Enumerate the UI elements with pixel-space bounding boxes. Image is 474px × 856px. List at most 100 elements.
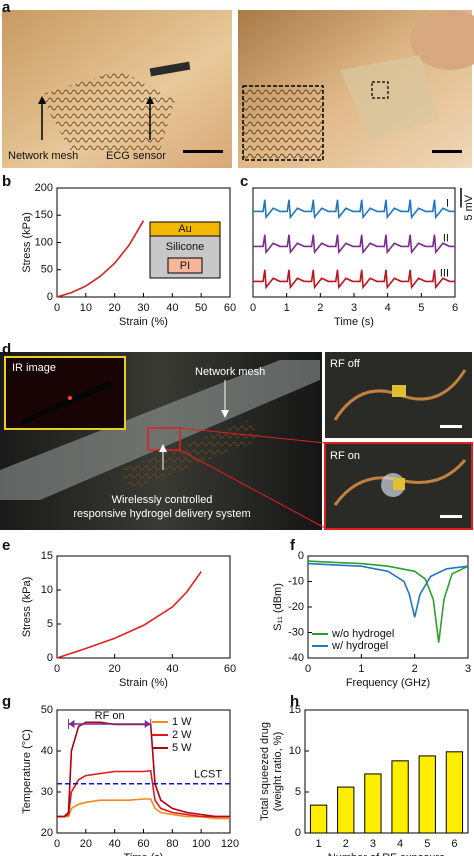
y-axis-label: Total squeezed drug (259, 722, 271, 821)
photo-label: RF on (330, 450, 360, 462)
y-axis-label: (weight ratio, %) (272, 732, 284, 811)
x-tick-label: 4 (397, 838, 403, 850)
x-tick-label: 40 (166, 302, 178, 314)
line (307, 562, 469, 618)
x-tick-label: 0 (54, 663, 60, 675)
bar (445, 751, 464, 834)
x-tick-label: 6 (452, 302, 458, 314)
x-tick-label: 50 (195, 302, 207, 314)
x-tick-label: 120 (221, 838, 239, 850)
line (56, 571, 202, 659)
x-tick-label: 1 (316, 838, 322, 850)
photo-label: responsive hydrogel delivery system (73, 508, 250, 520)
line (307, 560, 469, 643)
y-tick-label: 0 (295, 827, 301, 839)
panel-label: b (2, 173, 11, 190)
legend-label: 2 W (172, 729, 192, 741)
panel-label: c (240, 173, 248, 190)
annotation: LCST (194, 769, 222, 781)
x-tick-label: 3 (465, 663, 471, 675)
x-tick-label: 2 (412, 663, 418, 675)
panel-label: e (2, 537, 10, 554)
plot-frame (56, 555, 231, 659)
x-axis-label: Number of RF exposure (328, 852, 445, 856)
y-tick-label: 30 (41, 786, 53, 798)
photo-a: Network mesh ECG sensor (2, 10, 474, 168)
inset-label: Au (178, 223, 191, 235)
line (57, 769, 230, 818)
y-tick-label: 10 (41, 584, 53, 596)
x-tick-label: 60 (224, 302, 236, 314)
x-tick-label: 4 (385, 302, 391, 314)
photo-label: Wirelessly controlled (112, 494, 213, 506)
inset-pi (167, 257, 203, 274)
y-tick-label: 15 (41, 550, 53, 562)
x-tick-label: 1 (358, 663, 364, 675)
bar (309, 804, 328, 834)
series-label: III (440, 267, 449, 279)
x-tick-label: 0 (305, 663, 311, 675)
y-tick-label: -40 (288, 652, 304, 664)
y-tick-label: 200 (35, 182, 53, 194)
x-tick-label: 100 (192, 838, 210, 850)
scale-bar-label: 5 mV (463, 194, 474, 220)
line (253, 234, 455, 255)
y-tick-label: 5 (295, 786, 301, 798)
x-tick-label: 3 (351, 302, 357, 314)
photo-label: ECG sensor (106, 150, 166, 162)
x-tick-label: 20 (80, 838, 92, 850)
photo-d: IR image Network mesh Wirelessly control… (0, 352, 473, 530)
y-axis-label: Temperature (°C) (21, 729, 33, 813)
x-tick-label: 0 (54, 302, 60, 314)
x-tick-label: 2 (343, 838, 349, 850)
x-axis-label: Strain (%) (119, 677, 168, 689)
panel-label: d (2, 341, 11, 358)
x-axis-label: Strain (%) (119, 316, 168, 328)
bar (337, 786, 355, 834)
legend-label: w/ hydrogel (331, 640, 388, 652)
y-axis-label: Stress (kPa) (21, 212, 33, 273)
x-tick-label: 40 (109, 838, 121, 850)
x-tick-label: 10 (80, 302, 92, 314)
x-tick-label: 20 (109, 302, 121, 314)
photo-label: RF off (330, 358, 361, 370)
y-tick-label: 40 (41, 745, 53, 757)
annotation: RF on (95, 710, 125, 722)
inset-label: Silicone (166, 241, 205, 253)
bar (418, 755, 436, 834)
x-tick-label: 80 (166, 838, 178, 850)
legend-label: w/o hydrogel (331, 628, 394, 640)
y-tick-label: 20 (41, 827, 53, 839)
y-axis-label: S₁₁ (dBm) (272, 583, 284, 631)
y-tick-label: -20 (288, 601, 304, 613)
y-tick-label: 0 (47, 652, 53, 664)
bar (391, 760, 409, 834)
panel-label: a (2, 0, 11, 16)
panel-label: h (290, 693, 299, 710)
series-label: II (443, 232, 449, 244)
y-tick-label: 5 (47, 618, 53, 630)
y-tick-label: -10 (288, 575, 304, 587)
y-tick-label: 0 (47, 291, 53, 303)
x-tick-label: 1 (284, 302, 290, 314)
photo-label: Network mesh (195, 366, 265, 378)
x-tick-label: 5 (424, 838, 430, 850)
y-axis-label: Stress (kPa) (21, 577, 33, 638)
x-tick-label: 3 (370, 838, 376, 850)
photo-label: Network mesh (8, 150, 78, 162)
y-tick-label: 15 (289, 704, 301, 716)
x-tick-label: 0 (54, 838, 60, 850)
y-tick-label: 100 (35, 236, 53, 248)
bar (364, 773, 382, 834)
x-tick-label: 20 (109, 663, 121, 675)
y-tick-label: 10 (289, 745, 301, 757)
x-tick-label: 6 (451, 838, 457, 850)
x-tick-label: 5 (418, 302, 424, 314)
line (253, 199, 455, 220)
legend-label: 1 W (172, 716, 192, 728)
y-tick-label: -30 (288, 626, 304, 638)
panel-label: f (290, 537, 296, 554)
x-tick-label: 30 (137, 302, 149, 314)
x-axis-label: Time (s) (124, 852, 164, 856)
